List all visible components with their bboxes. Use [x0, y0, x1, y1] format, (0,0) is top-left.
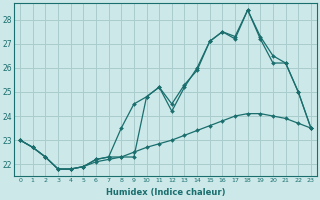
X-axis label: Humidex (Indice chaleur): Humidex (Indice chaleur)	[106, 188, 225, 197]
